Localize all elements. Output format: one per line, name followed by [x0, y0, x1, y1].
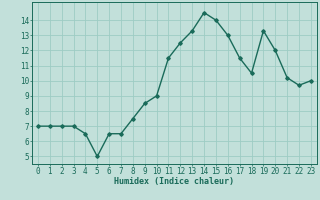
X-axis label: Humidex (Indice chaleur): Humidex (Indice chaleur): [115, 177, 234, 186]
